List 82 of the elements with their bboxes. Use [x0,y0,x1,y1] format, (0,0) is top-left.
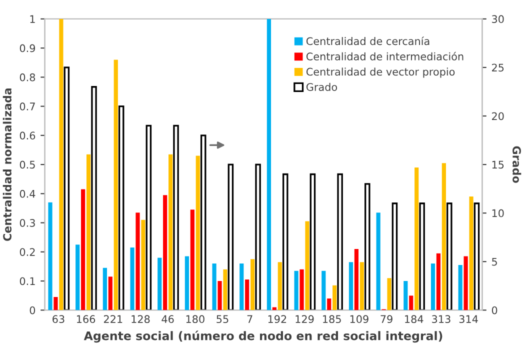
bar [327,298,332,310]
y-tick-label: 0.3 [20,218,35,227]
y2-tick-label: 0 [492,306,498,314]
bar [348,262,354,310]
bar [163,195,168,310]
bar [404,281,408,310]
bar [430,264,436,310]
bar [436,253,441,310]
y-tick-label: 0 [30,306,36,314]
bar [130,248,134,310]
bar [294,270,298,310]
x-tick-label: 55 [216,315,228,324]
y2-tick-label: 5 [492,258,497,266]
bar [158,258,162,310]
bar [76,244,80,310]
y-tick-label: 0.6 [20,132,36,140]
x-tick-label: 184 [405,315,424,324]
bar [228,164,234,310]
bar [240,264,244,310]
bar [245,280,250,310]
bar [218,281,222,310]
bar [136,212,140,310]
y2-axis-title: Grado [512,146,522,183]
bar [322,270,326,310]
bar [48,202,52,310]
bar [458,264,462,310]
legend-label: Centralidad de intermediación [306,52,464,60]
y-tick-label: 0.1 [20,277,35,286]
bar [392,202,398,310]
bar [272,307,276,310]
bar [184,256,190,310]
x-tick-label: 313 [432,315,450,324]
bar [464,256,468,310]
y-tick-label: 0.5 [20,160,35,169]
y-axis-title: Centralidad normalizada [2,88,12,241]
x-tick-label: 46 [162,315,174,324]
x-tick-label: 185 [323,315,341,324]
x-tick-label: 166 [77,315,96,324]
x-tick-label: 7 [247,315,252,323]
bar [300,269,304,310]
legend-label: Centralidad de cercanía [306,36,430,46]
bar [376,212,380,310]
y-tick-label: 0.4 [20,190,36,198]
legend-label: Centralidad de vector propio [306,68,455,78]
x-tick-label: 109 [350,315,368,324]
y2-tick-label: 30 [492,15,504,24]
bar [223,269,228,310]
y2-tick-label: 25 [492,64,504,72]
bar [354,248,358,310]
x-tick-label: 63 [52,315,64,324]
y-tick-label: 0.2 [20,248,35,256]
y-tick-label: 0.7 [20,102,35,110]
y2-tick-label: 10 [492,209,504,218]
bar [146,124,152,310]
y-tick-label: 0.8 [20,73,36,82]
y2-tick-label: 15 [492,160,504,169]
x-axis-title: Agente social (número de nodo en red social integral) [84,330,442,343]
y-tick-label: 0.9 [20,44,36,52]
bar [102,268,107,310]
bar [337,173,343,310]
x-tick-label: 129 [296,315,314,324]
x-tick-label: 128 [132,315,150,324]
bar [108,276,112,310]
bar [266,18,272,310]
bar [54,297,58,310]
bar [190,210,194,310]
bar [81,189,86,310]
bar [255,164,261,310]
x-tick-label: 221 [104,315,122,323]
x-tick-label: 180 [186,315,204,324]
bar [409,296,414,310]
bar [387,278,392,310]
y2-tick-label: 20 [492,112,504,120]
bar [332,285,337,310]
bar [282,173,288,310]
x-tick-label: 314 [459,315,478,324]
legend-label: Grado [306,82,338,91]
x-tick-label: 192 [268,315,286,324]
bar [212,264,216,310]
x-tick-label: 79 [380,315,392,324]
bar [364,183,370,310]
y-tick-label: 1 [30,15,35,23]
